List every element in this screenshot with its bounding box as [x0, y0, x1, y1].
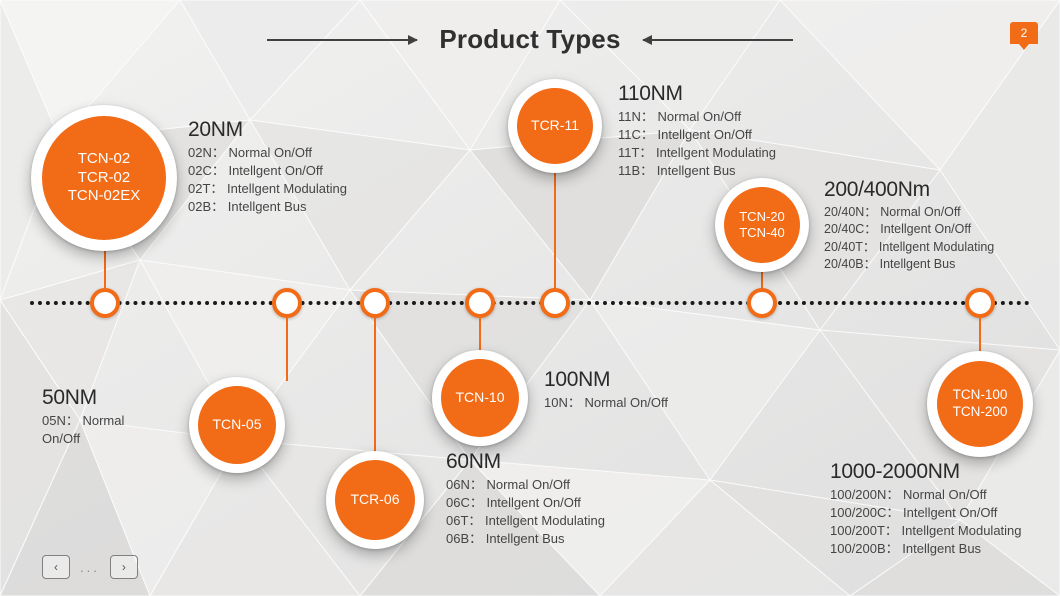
title-rule-right	[643, 39, 793, 41]
bubble-shell-1: TCN-05	[189, 377, 285, 473]
bubble-0-line-2: TCN-02EX	[68, 187, 141, 206]
bubble-2-line-0: TCR-06	[350, 491, 399, 509]
desc-header-2: 60NM	[446, 450, 605, 474]
bubble-5-line-1: TCN-40	[739, 225, 785, 241]
desc-2-row-0: 06N： Normal On/Off	[446, 476, 605, 494]
nav-dots: ...	[78, 560, 102, 575]
desc-0-row-2: 02T： Intellgent Modulating	[188, 180, 347, 198]
page-number-tab: 2	[1010, 22, 1038, 44]
bubble-shell-5: TCN-20TCN-40	[715, 178, 809, 272]
bubble-6: TCN-100TCN-200	[937, 361, 1023, 447]
desc-block-1: 50NM 05N： NormalOn/Off	[42, 386, 124, 448]
bubble-shell-6: TCN-100TCN-200	[927, 351, 1033, 457]
desc-3-row-0: 10N： Normal On/Off	[544, 394, 668, 412]
connector-2	[374, 314, 376, 455]
bubble-1-line-0: TCN-05	[212, 416, 261, 434]
bubble-shell-2: TCR-06	[326, 451, 424, 549]
desc-block-6: 1000-2000NM100/200N： Normal On/Off100/20…	[830, 460, 1022, 558]
bubble-6-line-1: TCN-200	[953, 404, 1008, 421]
desc-6-row-3: 100/200B： Intellgent Bus	[830, 540, 1022, 558]
timeline	[30, 301, 1030, 305]
timeline-node-5	[747, 288, 777, 318]
desc-header-5: 200/400Nm	[824, 178, 994, 202]
connector-6	[979, 314, 981, 355]
desc-header-0: 20NM	[188, 118, 347, 142]
desc-2-row-3: 06B： Intellgent Bus	[446, 530, 605, 548]
desc-block-2: 60NM 06N： Normal On/Off06C： Intellgent On…	[446, 450, 605, 548]
slide-canvas: Product Types 2 TCN-02TCR-02TCN-02EX20NM…	[0, 0, 1060, 596]
bubble-1: TCN-05	[198, 386, 276, 464]
desc-block-5: 200/400Nm 20/40N： Normal On/Off20/40C： In…	[824, 178, 994, 273]
bubble-3: TCN-10	[441, 359, 519, 437]
desc-4-row-0: 11N： Normal On/Off	[618, 108, 776, 126]
bubble-5-line-0: TCN-20	[739, 209, 785, 225]
desc-0-row-3: 02B： Intellgent Bus	[188, 198, 347, 216]
title-bar: Product Types	[0, 24, 1060, 64]
desc-6-row-0: 100/200N： Normal On/Off	[830, 486, 1022, 504]
bubble-shell-4: TCR-11	[508, 79, 602, 173]
desc-4-row-2: 11T： Intellgent Modulating	[618, 144, 776, 162]
desc-6-row-1: 100/200C： Intellgent On/Off	[830, 504, 1022, 522]
desc-4-row-3: 11B： Intellgent Bus	[618, 162, 776, 180]
desc-2-row-2: 06T： Intellgent Modulating	[446, 512, 605, 530]
bubble-shell-3: TCN-10	[432, 350, 528, 446]
desc-5-row-2: 20/40T： Intellgent Modulating	[824, 239, 994, 256]
bubble-4: TCR-11	[517, 88, 593, 164]
desc-2-row-1: 06C： Intellgent On/Off	[446, 494, 605, 512]
connector-4	[554, 169, 556, 292]
bubble-6-line-0: TCN-100	[953, 387, 1008, 404]
timeline-node-4	[540, 288, 570, 318]
bubble-0-line-0: TCN-02	[78, 150, 131, 169]
timeline-node-0	[90, 288, 120, 318]
desc-1-row-0: 05N： Normal	[42, 412, 124, 430]
desc-header-3: 100NM	[544, 368, 668, 392]
desc-block-4: 110NM 11N： Normal On/Off11C： Intellgent O…	[618, 82, 776, 180]
slide-nav: ‹ ... ›	[42, 554, 138, 580]
title-rule-left	[267, 39, 417, 41]
desc-6-row-2: 100/200T： Intellgent Modulating	[830, 522, 1022, 540]
prev-slide-button[interactable]: ‹	[42, 555, 70, 579]
bubble-2: TCR-06	[335, 460, 415, 540]
page-title: Product Types	[421, 24, 638, 55]
bubble-0: TCN-02TCR-02TCN-02EX	[42, 116, 166, 240]
desc-0-row-0: 02N： Normal On/Off	[188, 144, 347, 162]
desc-block-3: 100NM 10N： Normal On/Off	[544, 368, 668, 412]
desc-1-row-1: On/Off	[42, 430, 124, 448]
connector-3	[479, 314, 481, 354]
desc-5-row-1: 20/40C： Intellgent On/Off	[824, 221, 994, 238]
desc-header-1: 50NM	[42, 386, 124, 410]
desc-header-4: 110NM	[618, 82, 776, 106]
connector-0	[104, 247, 106, 292]
desc-4-row-1: 11C： Intellgent On/Off	[618, 126, 776, 144]
desc-header-6: 1000-2000NM	[830, 460, 1022, 484]
bubble-0-line-1: TCR-02	[78, 169, 131, 188]
next-slide-button[interactable]: ›	[110, 555, 138, 579]
bubble-5: TCN-20TCN-40	[724, 187, 800, 263]
bubble-shell-0: TCN-02TCR-02TCN-02EX	[31, 105, 177, 251]
bubble-3-line-0: TCN-10	[455, 389, 504, 407]
desc-0-row-1: 02C： Intellgent On/Off	[188, 162, 347, 180]
desc-5-row-3: 20/40B： Intellgent Bus	[824, 256, 994, 273]
desc-block-0: 20NM 02N： Normal On/Off02C： Intellgent On…	[188, 118, 347, 216]
bubble-4-line-0: TCR-11	[531, 117, 579, 135]
connector-1	[286, 314, 288, 381]
desc-5-row-0: 20/40N： Normal On/Off	[824, 204, 994, 221]
